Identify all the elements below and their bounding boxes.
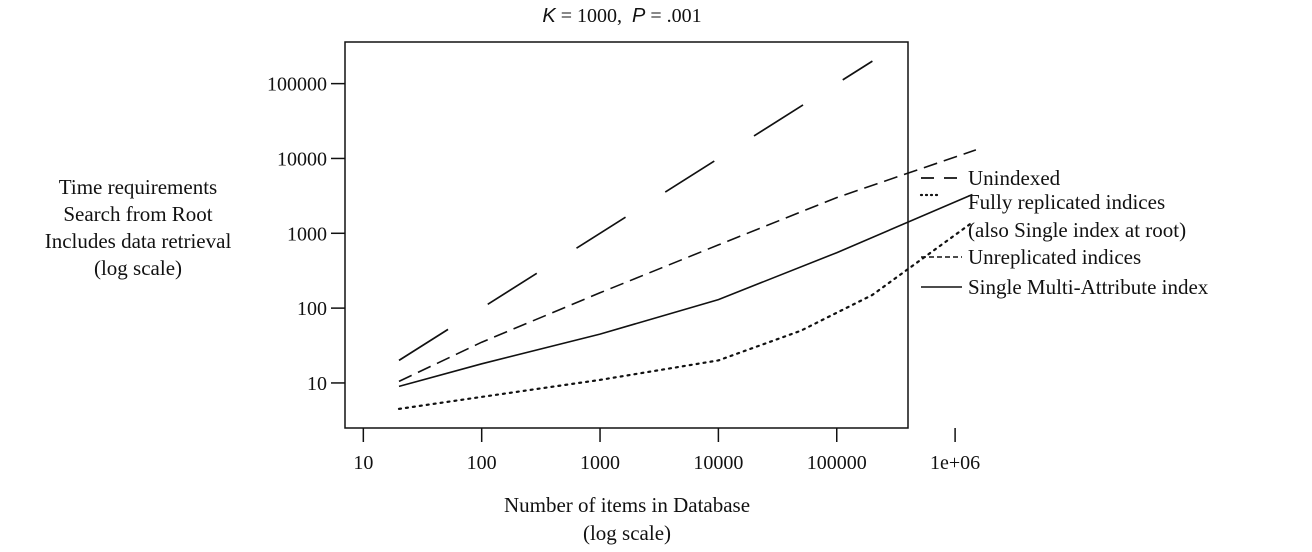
x-axis-label-line: Number of items in Database <box>504 493 750 517</box>
y-axis: 10 100 1000 10000 100000 <box>267 74 345 395</box>
y-tick-label: 100 <box>297 298 327 320</box>
y-tick-label: 10000 <box>277 148 327 170</box>
legend-label: (also Single index at root) <box>968 218 1186 242</box>
legend-label: Fully replicated indices <box>968 190 1165 214</box>
series-line-short <box>398 149 977 383</box>
y-axis-label: Time requirements Search from Root Include… <box>45 175 232 280</box>
y-tick-label: 1000 <box>287 223 327 245</box>
x-tick-label: 10 <box>353 452 373 474</box>
x-tick-label: 100000 <box>807 452 867 474</box>
x-tick-label: 1e+06 <box>930 452 980 474</box>
legend-label: Unindexed <box>968 166 1061 190</box>
series-line-long <box>398 60 873 362</box>
y-axis-label-line: Includes data retrieval <box>45 229 232 253</box>
x-axis-label: Number of items in Database (log scale) <box>504 493 750 545</box>
chart-title-part: = 1000, <box>556 5 632 27</box>
series-group <box>397 60 977 410</box>
x-tick-label: 100 <box>467 452 497 474</box>
legend-label: Single Multi-Attribute index <box>968 275 1209 299</box>
legend-label: Unreplicated indices <box>968 245 1141 269</box>
series-line-dotted <box>397 221 974 410</box>
x-tick-label: 10000 <box>693 452 743 474</box>
plot-frame <box>344 41 909 429</box>
chart-title: K = 1000, P = .001 <box>542 5 701 27</box>
chart-title-part: P <box>632 5 646 27</box>
chart-title-part: K <box>542 5 557 27</box>
y-tick-label: 100000 <box>267 74 327 96</box>
y-axis-label-line: (log scale) <box>94 256 182 280</box>
y-axis-label-line: Search from Root <box>63 202 212 226</box>
x-axis: 10 100 1000 10000 100000 1e+06 <box>353 428 980 474</box>
y-axis-label-line: Time requirements <box>59 175 217 199</box>
x-axis-label-line: (log scale) <box>583 521 671 545</box>
chart-title-part: = .001 <box>645 5 701 27</box>
series-line-solid <box>398 193 973 388</box>
x-tick-label: 1000 <box>580 452 620 474</box>
y-tick-label: 10 <box>307 373 327 395</box>
chart-title-text: K = 1000, P = .001 <box>542 5 701 27</box>
